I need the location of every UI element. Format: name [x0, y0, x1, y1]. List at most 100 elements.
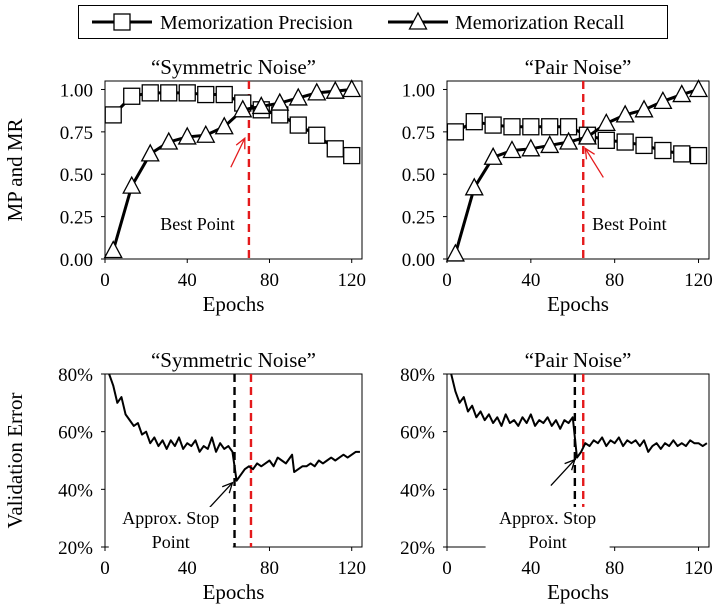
annotation-bg: [108, 506, 233, 555]
x-tick-label: 40: [521, 270, 540, 291]
y-tick-label: 1.00: [60, 80, 93, 101]
triangle-marker: [596, 112, 616, 132]
annotation-arrow-head: [235, 136, 246, 150]
legend-label-precision: Memorization Precision: [160, 12, 353, 34]
annotation-label: Best Point: [160, 214, 235, 234]
y-tick-label: 80%: [400, 365, 435, 386]
y-tick-label: 0.75: [402, 123, 435, 144]
triangle-marker: [483, 146, 503, 165]
annotation-label-line: Approx. Stop: [122, 508, 219, 528]
triangle-marker: [325, 80, 345, 99]
y-axis-label: MP and MR: [3, 118, 27, 221]
square-marker: [215, 85, 233, 104]
annotation-arrow-head: [221, 481, 234, 494]
annotation-arrow-line: [230, 137, 246, 168]
square-marker: [343, 146, 361, 165]
square-marker: [308, 126, 326, 144]
triangle-marker: [521, 138, 541, 157]
triangle-marker: [122, 175, 142, 194]
square-marker: [522, 118, 540, 136]
triangle-marker: [445, 243, 465, 262]
x-tick-label: 40: [178, 270, 197, 291]
square-marker: [289, 116, 307, 134]
x-axis-label: Epochs: [203, 580, 265, 604]
x-axis-label: Epochs: [547, 580, 609, 604]
triangle-marker: [688, 79, 709, 98]
annotation-arrow-line: [584, 148, 604, 178]
y-tick-label: 40%: [400, 480, 435, 501]
triangle-marker: [577, 126, 598, 145]
square-marker: [597, 131, 615, 149]
square-marker: [178, 84, 196, 102]
square-marker: [541, 118, 559, 136]
chart-panel-3: “Symmetric Noise” 0 40 80 120 Epochs 20% 40% 60%…: [3, 348, 366, 604]
square-marker: [160, 84, 178, 102]
x-tick-label: 80: [605, 270, 624, 291]
series-line-1: [450, 373, 708, 459]
chart-title: “Pair Noise”: [525, 55, 632, 79]
chart-panel-4: “Pair Noise” 0 40 80 120 Epochs 20% 40% 60% 80% Ap…: [400, 348, 713, 604]
series-line-1: [108, 373, 360, 482]
y-tick-label: 60%: [400, 423, 435, 444]
x-tick-label: 40: [178, 558, 197, 579]
square-marker: [689, 146, 708, 165]
y-tick-label: 0.00: [402, 250, 435, 271]
x-tick-label: 0: [100, 270, 110, 291]
legend: Memorization Precision Memorization Recal…: [92, 11, 625, 34]
annotation-label-line: Point: [152, 532, 190, 552]
square-marker: [503, 118, 521, 136]
x-axis-label: Epochs: [203, 292, 265, 316]
triangle-marker: [103, 240, 123, 259]
square-marker: [197, 85, 215, 104]
x-tick-label: 80: [260, 558, 279, 579]
y-tick-label: 0.25: [60, 208, 93, 229]
y-tick-label: 0.00: [60, 250, 93, 271]
triangle-marker: [307, 82, 327, 101]
square-marker: [635, 136, 653, 155]
annotation-arrow-line: [550, 459, 576, 487]
legend-label-recall: Memorization Recall: [455, 12, 625, 34]
x-tick-label: 80: [260, 270, 279, 291]
square-marker: [123, 87, 141, 105]
x-tick-label: 0: [442, 558, 452, 579]
triangle-marker: [177, 126, 197, 145]
y-tick-label: 60%: [58, 423, 93, 444]
y-tick-label: 0.50: [402, 165, 435, 186]
y-tick-label: 0.50: [60, 165, 93, 186]
square-marker: [104, 106, 122, 124]
triangle-marker: [214, 116, 234, 135]
triangle-marker: [270, 92, 290, 111]
triangle-marker: [233, 99, 253, 118]
triangle-marker: [342, 79, 362, 98]
y-tick-label: 80%: [58, 365, 93, 386]
square-marker: [446, 123, 465, 141]
chart-title: “Pair Noise”: [525, 348, 632, 372]
y-tick-label: 0.25: [402, 208, 435, 229]
annotation-bg: [485, 506, 610, 555]
x-tick-label: 120: [684, 558, 713, 579]
triangle-marker: [502, 140, 522, 159]
square-marker: [141, 84, 159, 102]
plot-frame: [446, 80, 710, 260]
y-axis-label: Validation Error: [3, 393, 27, 529]
chart-panel-2: “Pair Noise” 0 40 80 120 Epochs 0.00 0.25 0.50 0.…: [402, 55, 713, 316]
triangle-marker: [672, 84, 692, 103]
triangle-marker: [408, 11, 428, 30]
triangle-marker: [558, 131, 579, 150]
chart-panel-1: “Symmetric Noise” 0 40 80 120 Epochs 0.00 0.25 0…: [3, 55, 366, 316]
x-axis-label: Epochs: [547, 292, 609, 316]
triangle-marker: [615, 104, 635, 123]
triangle-marker: [251, 96, 271, 115]
triangle-marker: [159, 131, 179, 150]
annotation-label: Best Point: [592, 214, 667, 234]
triangle-marker: [540, 135, 560, 154]
triangle-marker: [288, 87, 308, 106]
legend-box: [78, 5, 668, 39]
square-marker: [673, 145, 691, 163]
annotation-label: Approx. Stop Point: [499, 508, 596, 552]
x-tick-label: 0: [442, 270, 452, 291]
chart-title: “Symmetric Noise”: [151, 348, 316, 372]
triangle-marker: [140, 143, 160, 162]
annotation-arrow-head: [564, 458, 576, 471]
